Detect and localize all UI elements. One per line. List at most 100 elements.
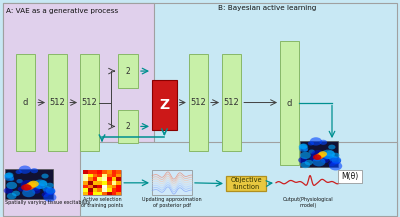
Text: Spatially varying tissue excitability: Spatially varying tissue excitability	[5, 200, 90, 205]
Ellipse shape	[305, 160, 313, 165]
Bar	[83, 170, 88, 174]
Bar	[102, 181, 107, 185]
Ellipse shape	[46, 189, 55, 195]
Text: Z: Z	[159, 98, 170, 112]
Bar	[102, 170, 107, 174]
Bar	[88, 192, 93, 195]
Ellipse shape	[39, 180, 48, 186]
Bar	[88, 174, 93, 178]
Bar	[107, 185, 112, 188]
Ellipse shape	[320, 140, 327, 145]
Ellipse shape	[22, 188, 35, 197]
Bar	[116, 185, 121, 188]
Text: A: VAE as a generative process: A: VAE as a generative process	[6, 8, 118, 14]
Bar	[83, 188, 88, 192]
Bar	[83, 174, 88, 178]
Text: 512: 512	[82, 98, 98, 107]
Ellipse shape	[21, 184, 32, 191]
Text: Output(Physiological
model): Output(Physiological model)	[283, 197, 333, 208]
Ellipse shape	[34, 183, 40, 187]
FancyBboxPatch shape	[118, 110, 138, 143]
Bar	[107, 170, 112, 174]
Ellipse shape	[329, 156, 337, 161]
Ellipse shape	[12, 191, 20, 196]
Bar	[83, 170, 121, 195]
FancyBboxPatch shape	[80, 54, 99, 151]
Bar	[98, 192, 102, 195]
Ellipse shape	[298, 157, 307, 163]
Ellipse shape	[16, 179, 23, 183]
Bar	[338, 170, 362, 183]
Ellipse shape	[36, 183, 44, 189]
Bar	[98, 181, 102, 185]
Bar	[88, 185, 93, 188]
Ellipse shape	[300, 143, 308, 149]
Ellipse shape	[19, 166, 31, 174]
Ellipse shape	[328, 145, 336, 150]
Ellipse shape	[319, 151, 327, 157]
Bar	[88, 181, 93, 185]
Bar	[102, 185, 107, 188]
Text: Updating approximation
of posterior pdf: Updating approximation of posterior pdf	[142, 197, 202, 208]
Bar	[116, 174, 121, 178]
Bar	[112, 174, 116, 178]
Bar	[300, 141, 338, 167]
Ellipse shape	[32, 185, 41, 191]
Ellipse shape	[303, 148, 308, 151]
Text: d: d	[23, 98, 28, 107]
FancyBboxPatch shape	[152, 80, 177, 130]
Ellipse shape	[308, 141, 314, 146]
Ellipse shape	[299, 144, 307, 150]
FancyBboxPatch shape	[222, 54, 241, 151]
Bar	[98, 188, 102, 192]
Bar	[98, 185, 102, 188]
Bar	[107, 192, 112, 195]
Ellipse shape	[23, 187, 30, 192]
Bar	[93, 188, 98, 192]
Bar	[112, 192, 116, 195]
Ellipse shape	[332, 157, 341, 164]
Ellipse shape	[321, 150, 335, 159]
Bar	[116, 178, 121, 181]
Ellipse shape	[331, 158, 341, 164]
FancyBboxPatch shape	[48, 54, 67, 151]
Ellipse shape	[6, 182, 17, 189]
Bar	[226, 176, 266, 191]
Bar	[93, 170, 98, 174]
Bar	[93, 181, 98, 185]
Text: M(θ): M(θ)	[341, 172, 359, 181]
Ellipse shape	[41, 174, 49, 179]
Bar	[116, 170, 121, 174]
FancyBboxPatch shape	[3, 3, 154, 216]
Bar	[93, 192, 98, 195]
Ellipse shape	[5, 172, 14, 178]
Bar	[107, 188, 112, 192]
Ellipse shape	[299, 145, 308, 152]
Bar	[116, 181, 121, 185]
Ellipse shape	[10, 178, 14, 181]
Bar	[102, 192, 107, 195]
Ellipse shape	[24, 184, 34, 190]
Ellipse shape	[324, 153, 332, 159]
Bar	[116, 188, 121, 192]
Text: Objective
function: Objective function	[230, 177, 262, 190]
Ellipse shape	[4, 173, 13, 179]
FancyBboxPatch shape	[16, 54, 35, 151]
Bar	[88, 188, 93, 192]
Bar	[152, 170, 192, 195]
Bar	[112, 188, 116, 192]
FancyBboxPatch shape	[80, 142, 397, 216]
Ellipse shape	[310, 156, 317, 161]
Ellipse shape	[46, 188, 55, 194]
Text: B: Bayesian active learning: B: Bayesian active learning	[218, 5, 316, 12]
Text: Active selection
of training points: Active selection of training points	[81, 197, 123, 208]
Ellipse shape	[16, 170, 22, 174]
Bar	[83, 192, 88, 195]
FancyBboxPatch shape	[189, 54, 208, 151]
Ellipse shape	[43, 193, 56, 202]
Bar	[116, 192, 121, 195]
Ellipse shape	[33, 179, 47, 189]
Text: 512: 512	[224, 98, 240, 107]
Ellipse shape	[300, 152, 311, 159]
Bar	[98, 174, 102, 178]
